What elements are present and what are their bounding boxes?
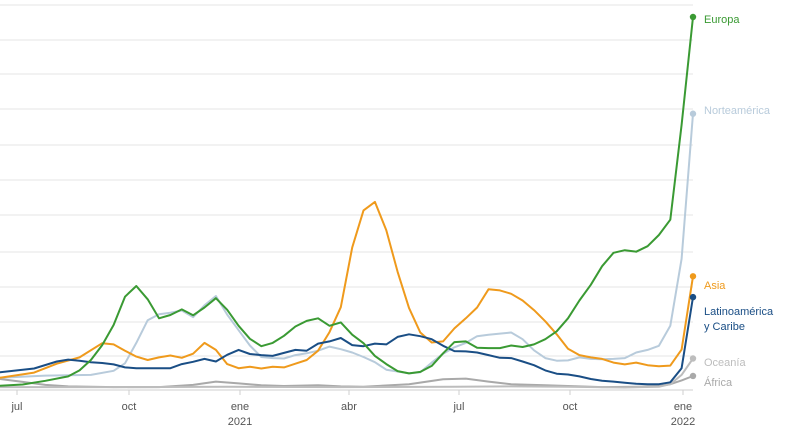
end-marker-norteamerica	[689, 110, 697, 117]
end-marker-europa	[689, 13, 697, 21]
series-label-latinoamerica-y-caribe-2: y Caribe	[704, 321, 745, 333]
series-label-oceania: Oceanía	[704, 357, 746, 369]
series-line-europa	[0, 16, 694, 387]
x-tick-label-4: jul	[452, 401, 464, 413]
series-label-asia: Asia	[704, 280, 726, 292]
x-axis-ticks: jul oct ene 2021 abr jul oct ene 2022	[10, 390, 695, 428]
series-line-oceania	[0, 357, 694, 389]
x-tick-label-0: jul	[10, 401, 22, 413]
end-marker-latinoamerica-y-caribe	[689, 293, 697, 301]
series-lines	[0, 16, 694, 389]
gridlines	[0, 4, 693, 391]
x-tick-label-1: oct	[122, 401, 137, 413]
series-line-latinoamerica-y-caribe	[0, 296, 694, 386]
end-marker-africa	[689, 372, 697, 380]
x-tick-label-5: oct	[563, 401, 578, 413]
x-tick-label-3: abr	[341, 401, 357, 413]
series-label-norteamerica: Norteamérica	[704, 105, 771, 117]
series-label-europa: Europa	[704, 14, 740, 26]
x-tick-year-2: 2021	[228, 416, 252, 428]
series-line-asia	[0, 200, 694, 379]
x-tick-label-6: ene	[674, 401, 692, 413]
series-line-norteamerica	[0, 112, 694, 379]
series-end-markers	[689, 13, 697, 380]
series-labels: Europa Norteamérica Asia Latinoamérica y Car…	[704, 14, 774, 389]
series-label-latinoamerica-y-caribe-1: Latinoamérica	[704, 306, 774, 318]
x-tick-year-6: 2022	[671, 416, 695, 428]
x-tick-label-2: ene	[231, 401, 249, 413]
end-marker-asia	[689, 273, 697, 280]
series-label-africa: África	[704, 376, 733, 389]
end-marker-oceania	[689, 355, 697, 362]
